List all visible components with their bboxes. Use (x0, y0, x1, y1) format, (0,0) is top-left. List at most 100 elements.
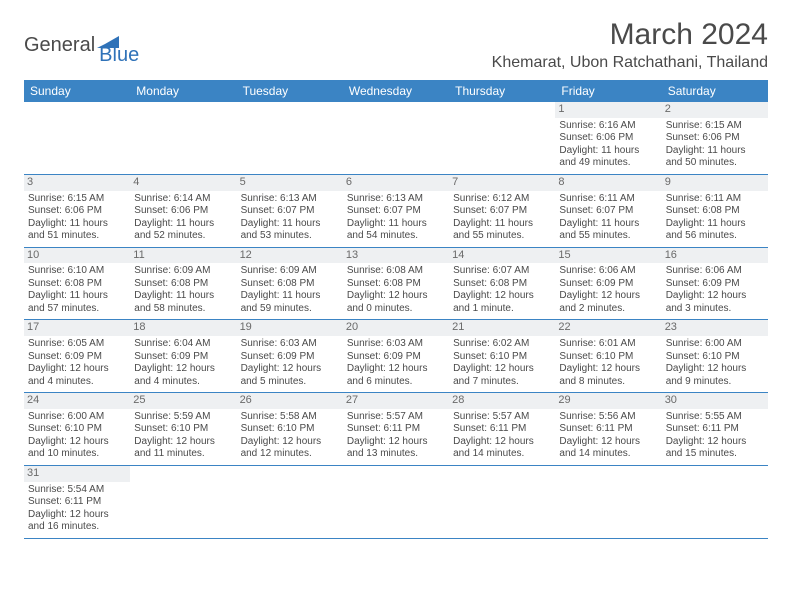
sunset-text: Sunset: 6:06 PM (559, 132, 657, 145)
calendar-header-cell: Thursday (449, 80, 555, 102)
day-number: 20 (343, 320, 449, 336)
sunrise-text: Sunrise: 6:03 AM (347, 338, 445, 351)
daylight-text: Daylight: 12 hours and 15 minutes. (666, 436, 764, 461)
sunset-text: Sunset: 6:10 PM (134, 423, 232, 436)
calendar-day-cell: 23Sunrise: 6:00 AMSunset: 6:10 PMDayligh… (662, 320, 768, 392)
sunset-text: Sunset: 6:07 PM (453, 205, 551, 218)
sunset-text: Sunset: 6:10 PM (241, 423, 339, 436)
daylight-text: Daylight: 12 hours and 10 minutes. (28, 436, 126, 461)
sunrise-text: Sunrise: 5:58 AM (241, 411, 339, 424)
calendar-day-cell: 25Sunrise: 5:59 AMSunset: 6:10 PMDayligh… (130, 393, 236, 465)
calendar-header-cell: Wednesday (343, 80, 449, 102)
calendar-day-cell: 10Sunrise: 6:10 AMSunset: 6:08 PMDayligh… (24, 248, 130, 320)
calendar-empty-cell (237, 102, 343, 174)
calendar-day-cell: 26Sunrise: 5:58 AMSunset: 6:10 PMDayligh… (237, 393, 343, 465)
daylight-text: Daylight: 12 hours and 2 minutes. (559, 290, 657, 315)
daylight-text: Daylight: 12 hours and 9 minutes. (666, 363, 764, 388)
daylight-text: Daylight: 11 hours and 49 minutes. (559, 145, 657, 170)
sunrise-text: Sunrise: 6:11 AM (666, 193, 764, 206)
day-number: 22 (555, 320, 661, 336)
day-number: 14 (449, 248, 555, 264)
sunrise-text: Sunrise: 6:03 AM (241, 338, 339, 351)
sunrise-text: Sunrise: 5:57 AM (453, 411, 551, 424)
sunset-text: Sunset: 6:07 PM (347, 205, 445, 218)
calendar-day-cell: 22Sunrise: 6:01 AMSunset: 6:10 PMDayligh… (555, 320, 661, 392)
calendar-day-cell: 18Sunrise: 6:04 AMSunset: 6:09 PMDayligh… (130, 320, 236, 392)
day-number: 8 (555, 175, 661, 191)
sunset-text: Sunset: 6:10 PM (453, 351, 551, 364)
day-number: 28 (449, 393, 555, 409)
calendar-empty-cell (555, 466, 661, 538)
daylight-text: Daylight: 12 hours and 14 minutes. (453, 436, 551, 461)
sunrise-text: Sunrise: 6:14 AM (134, 193, 232, 206)
daylight-text: Daylight: 12 hours and 13 minutes. (347, 436, 445, 461)
sunrise-text: Sunrise: 6:00 AM (666, 338, 764, 351)
daylight-text: Daylight: 11 hours and 53 minutes. (241, 218, 339, 243)
day-number: 2 (662, 102, 768, 118)
sunset-text: Sunset: 6:11 PM (666, 423, 764, 436)
sunset-text: Sunset: 6:11 PM (453, 423, 551, 436)
sunrise-text: Sunrise: 6:08 AM (347, 265, 445, 278)
calendar-empty-cell (130, 102, 236, 174)
day-number: 30 (662, 393, 768, 409)
calendar-day-cell: 1Sunrise: 6:16 AMSunset: 6:06 PMDaylight… (555, 102, 661, 174)
daylight-text: Daylight: 12 hours and 16 minutes. (28, 509, 126, 534)
logo-text-general: General (24, 34, 95, 57)
calendar-day-cell: 16Sunrise: 6:06 AMSunset: 6:09 PMDayligh… (662, 248, 768, 320)
sunset-text: Sunset: 6:11 PM (28, 496, 126, 509)
sunrise-text: Sunrise: 6:12 AM (453, 193, 551, 206)
calendar-day-cell: 30Sunrise: 5:55 AMSunset: 6:11 PMDayligh… (662, 393, 768, 465)
day-number: 1 (555, 102, 661, 118)
day-number: 19 (237, 320, 343, 336)
day-number: 31 (24, 466, 130, 482)
calendar: SundayMondayTuesdayWednesdayThursdayFrid… (24, 80, 768, 539)
calendar-day-cell: 27Sunrise: 5:57 AMSunset: 6:11 PMDayligh… (343, 393, 449, 465)
calendar-day-cell: 20Sunrise: 6:03 AMSunset: 6:09 PMDayligh… (343, 320, 449, 392)
sunrise-text: Sunrise: 6:13 AM (241, 193, 339, 206)
calendar-day-cell: 31Sunrise: 5:54 AMSunset: 6:11 PMDayligh… (24, 466, 130, 538)
calendar-row: 1Sunrise: 6:16 AMSunset: 6:06 PMDaylight… (24, 102, 768, 175)
sunrise-text: Sunrise: 6:07 AM (453, 265, 551, 278)
day-number: 29 (555, 393, 661, 409)
sunset-text: Sunset: 6:09 PM (28, 351, 126, 364)
day-number: 6 (343, 175, 449, 191)
calendar-header-cell: Tuesday (237, 80, 343, 102)
sunrise-text: Sunrise: 5:59 AM (134, 411, 232, 424)
sunrise-text: Sunrise: 6:09 AM (134, 265, 232, 278)
calendar-empty-cell (449, 466, 555, 538)
day-number: 15 (555, 248, 661, 264)
location-text: Khemarat, Ubon Ratchathani, Thailand (492, 54, 768, 72)
sunrise-text: Sunrise: 6:15 AM (666, 120, 764, 133)
sunrise-text: Sunrise: 6:01 AM (559, 338, 657, 351)
sunset-text: Sunset: 6:10 PM (559, 351, 657, 364)
calendar-row: 3Sunrise: 6:15 AMSunset: 6:06 PMDaylight… (24, 175, 768, 248)
sunrise-text: Sunrise: 6:00 AM (28, 411, 126, 424)
calendar-body: 1Sunrise: 6:16 AMSunset: 6:06 PMDaylight… (24, 102, 768, 539)
calendar-day-cell: 8Sunrise: 6:11 AMSunset: 6:07 PMDaylight… (555, 175, 661, 247)
sunrise-text: Sunrise: 5:56 AM (559, 411, 657, 424)
day-number: 12 (237, 248, 343, 264)
daylight-text: Daylight: 12 hours and 5 minutes. (241, 363, 339, 388)
calendar-header-cell: Sunday (24, 80, 130, 102)
day-number: 18 (130, 320, 236, 336)
sunset-text: Sunset: 6:09 PM (559, 278, 657, 291)
sunset-text: Sunset: 6:09 PM (666, 278, 764, 291)
daylight-text: Daylight: 11 hours and 50 minutes. (666, 145, 764, 170)
daylight-text: Daylight: 12 hours and 4 minutes. (28, 363, 126, 388)
calendar-day-cell: 24Sunrise: 6:00 AMSunset: 6:10 PMDayligh… (24, 393, 130, 465)
daylight-text: Daylight: 11 hours and 54 minutes. (347, 218, 445, 243)
sunset-text: Sunset: 6:11 PM (347, 423, 445, 436)
calendar-empty-cell (662, 466, 768, 538)
calendar-empty-cell (449, 102, 555, 174)
day-number: 17 (24, 320, 130, 336)
sunset-text: Sunset: 6:09 PM (241, 351, 339, 364)
calendar-empty-cell (343, 466, 449, 538)
calendar-row: 24Sunrise: 6:00 AMSunset: 6:10 PMDayligh… (24, 393, 768, 466)
daylight-text: Daylight: 12 hours and 3 minutes. (666, 290, 764, 315)
calendar-row: 10Sunrise: 6:10 AMSunset: 6:08 PMDayligh… (24, 248, 768, 321)
sunset-text: Sunset: 6:07 PM (241, 205, 339, 218)
day-number: 21 (449, 320, 555, 336)
calendar-header-cell: Monday (130, 80, 236, 102)
day-number: 13 (343, 248, 449, 264)
calendar-day-cell: 11Sunrise: 6:09 AMSunset: 6:08 PMDayligh… (130, 248, 236, 320)
